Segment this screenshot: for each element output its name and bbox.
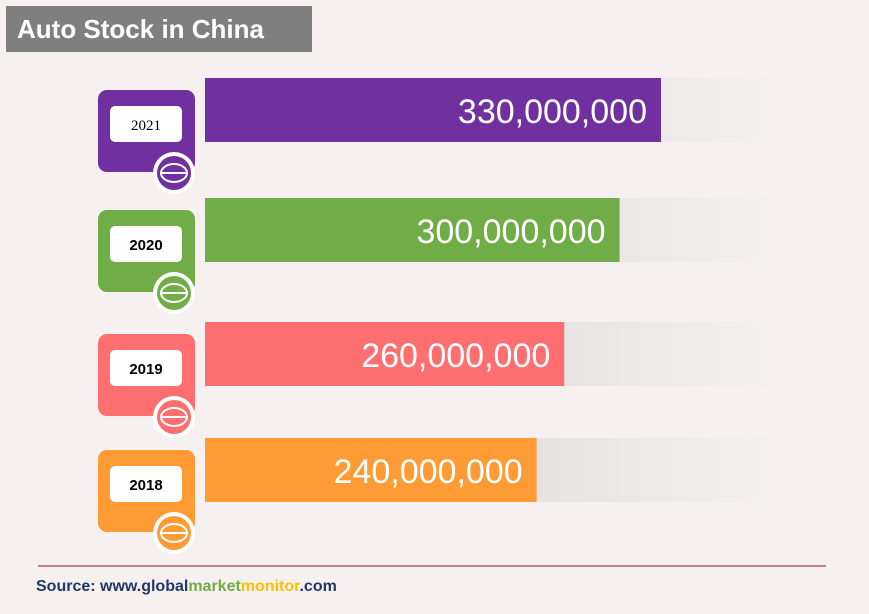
bar-2018 xyxy=(205,438,537,502)
chart-title: Auto Stock in China xyxy=(6,6,312,52)
bar-value-label: 240,000,000 xyxy=(334,453,523,491)
year-label: 2018 xyxy=(129,477,162,494)
source-credit: Source: www.globalmarketmonitor.com xyxy=(36,578,337,596)
source-suffix: .com xyxy=(299,578,337,595)
year-label: 2020 xyxy=(129,237,162,254)
source-part-global: global xyxy=(141,578,189,595)
year-label: 2019 xyxy=(129,361,162,378)
bar-2021 xyxy=(205,78,661,142)
bar-value-label: 300,000,000 xyxy=(416,213,605,251)
year-label-box xyxy=(110,106,182,142)
bar-2019 xyxy=(205,322,565,386)
source-prefix: Source: www. xyxy=(36,578,142,595)
year-label: 2021 xyxy=(131,118,161,134)
bar-value-label: 330,000,000 xyxy=(458,93,647,131)
year-label-box xyxy=(110,350,182,386)
year-label-box xyxy=(110,226,182,262)
source-part-monitor: monitor xyxy=(240,578,300,595)
bar-2020 xyxy=(205,198,620,262)
year-label-box xyxy=(110,466,182,502)
bar-value-label: 260,000,000 xyxy=(361,337,550,375)
source-part-market: market xyxy=(188,578,241,595)
